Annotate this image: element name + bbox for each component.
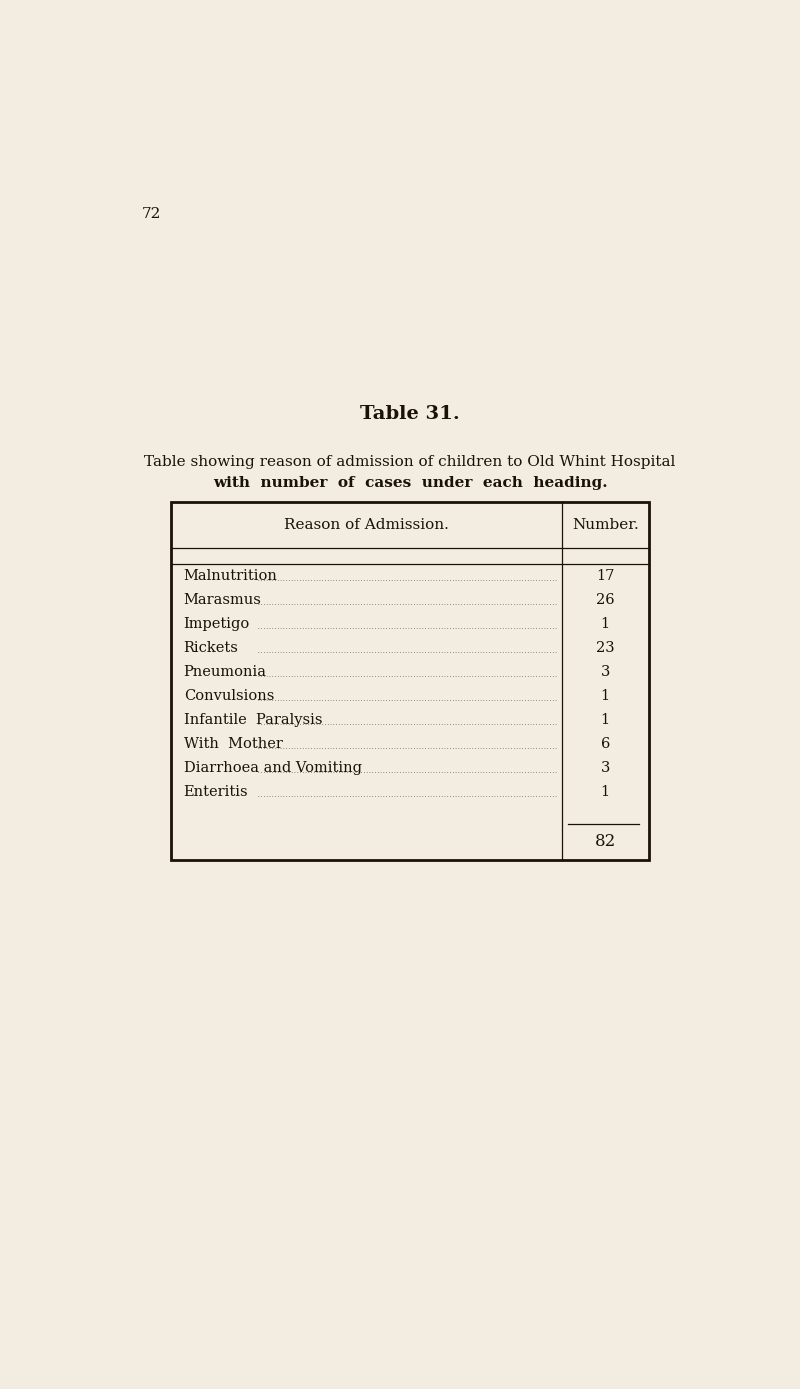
Text: Malnutrition: Malnutrition <box>184 568 278 582</box>
Text: Infantile  Paralysis: Infantile Paralysis <box>184 713 322 726</box>
Text: Convulsions: Convulsions <box>184 689 274 703</box>
Text: Diarrhoea and Vomiting: Diarrhoea and Vomiting <box>184 761 362 775</box>
Text: Table showing reason of admission of children to Old Whint Hospital: Table showing reason of admission of chi… <box>144 456 676 469</box>
Text: Impetigo: Impetigo <box>184 617 250 631</box>
Text: 1: 1 <box>601 785 610 799</box>
Text: Marasmus: Marasmus <box>184 593 262 607</box>
Text: Reason of Admission.: Reason of Admission. <box>284 518 449 532</box>
Text: Rickets: Rickets <box>184 640 238 654</box>
Text: 82: 82 <box>594 833 616 850</box>
Text: with  number  of  cases  under  each  heading.: with number of cases under each heading. <box>213 476 607 490</box>
Text: 6: 6 <box>601 738 610 751</box>
Text: 3: 3 <box>601 665 610 679</box>
Text: Enteritis: Enteritis <box>184 785 248 799</box>
Text: 3: 3 <box>601 761 610 775</box>
Text: 26: 26 <box>596 593 614 607</box>
Text: 1: 1 <box>601 689 610 703</box>
Text: 17: 17 <box>596 568 614 582</box>
Text: 1: 1 <box>601 713 610 726</box>
Text: 72: 72 <box>142 207 162 221</box>
Text: 23: 23 <box>596 640 614 654</box>
Text: Table 31.: Table 31. <box>360 406 460 424</box>
Text: With  Mother: With Mother <box>184 738 282 751</box>
Text: Number.: Number. <box>572 518 638 532</box>
Text: Pneumonia: Pneumonia <box>184 665 266 679</box>
Text: 1: 1 <box>601 617 610 631</box>
